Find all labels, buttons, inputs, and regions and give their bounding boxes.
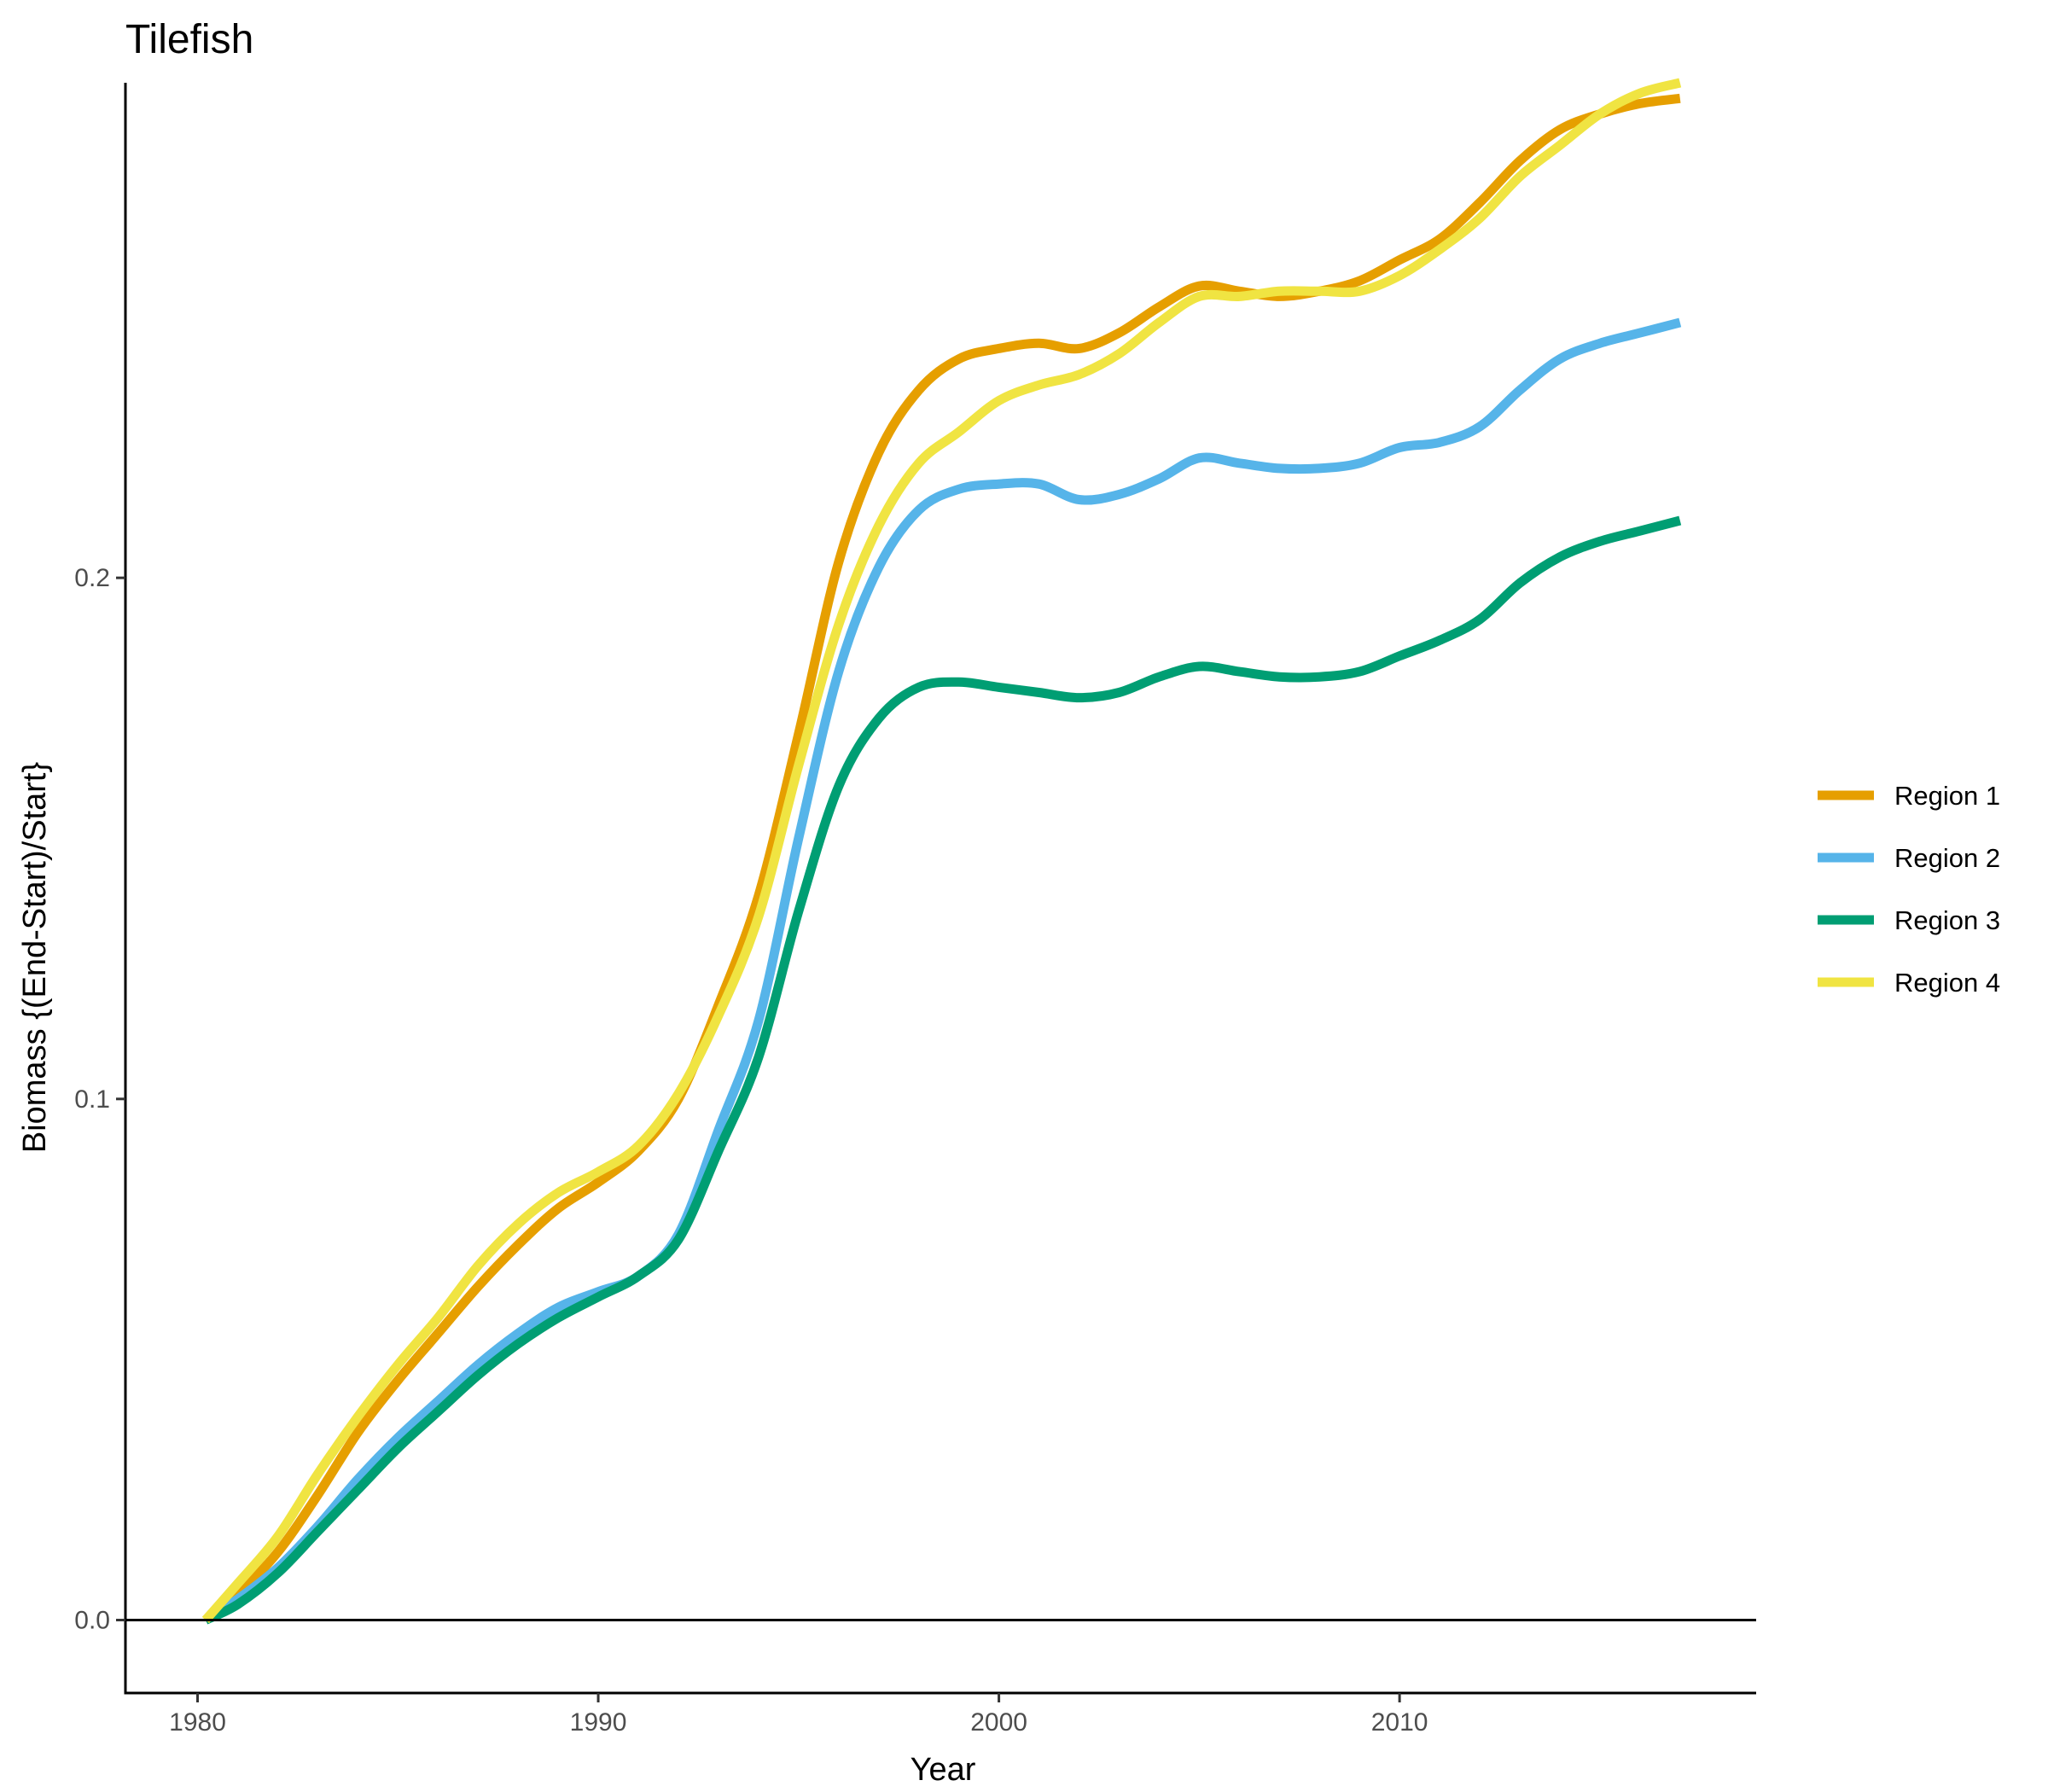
y-tick-label: 0.0 — [74, 1607, 110, 1635]
legend-label-region-3: Region 3 — [1894, 905, 2000, 935]
x-axis-ticks: 1980 1990 2000 2010 — [169, 1693, 1428, 1737]
y-axis-ticks: 0.0 0.1 0.2 — [74, 564, 125, 1635]
series-line-region-4 — [201, 78, 1682, 1624]
x-tick-label: 2000 — [970, 1708, 1027, 1737]
legend: Region 1 Region 2 Region 3 Region 4 — [1818, 781, 2000, 998]
series-line-region-2 — [202, 317, 1682, 1625]
chart-title: Tilefish — [125, 17, 253, 62]
series-line-region-1 — [202, 93, 1681, 1624]
x-tick-label: 1980 — [169, 1708, 226, 1737]
legend-label-region-1: Region 1 — [1894, 781, 2000, 811]
y-axis-title: Biomass {(End-Start)/Start} — [17, 762, 53, 1153]
legend-label-region-4: Region 4 — [1894, 968, 2000, 998]
y-tick-label: 0.1 — [74, 1085, 110, 1114]
x-tick-label: 2010 — [1371, 1708, 1428, 1737]
x-axis-title: Year — [911, 1752, 976, 1788]
series-group — [201, 78, 1682, 1625]
y-tick-label: 0.2 — [74, 564, 110, 592]
x-tick-label: 1990 — [570, 1708, 627, 1737]
series-line-region-3 — [203, 515, 1682, 1625]
legend-label-region-2: Region 2 — [1894, 843, 2000, 873]
